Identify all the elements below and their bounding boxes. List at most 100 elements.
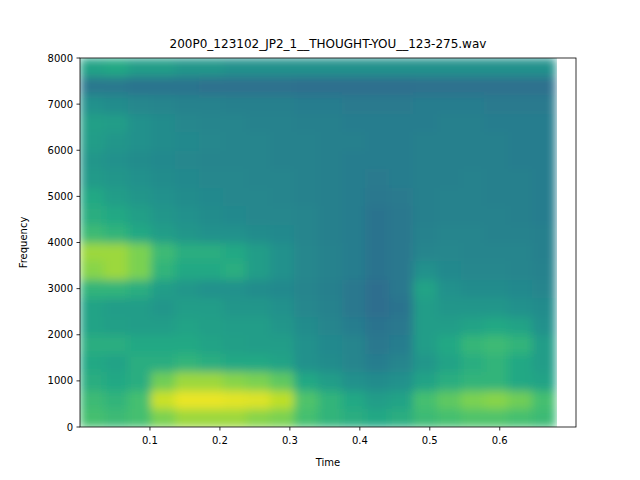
heatmap-cell bbox=[318, 243, 342, 262]
heatmap-cell bbox=[413, 95, 437, 114]
heatmap-cell bbox=[246, 316, 270, 335]
heatmap-cell bbox=[294, 224, 318, 243]
heatmap-cell bbox=[342, 279, 366, 298]
heatmap-cell bbox=[437, 95, 461, 114]
heatmap-cell bbox=[318, 316, 342, 335]
heatmap-cell bbox=[223, 279, 247, 298]
heatmap-cell bbox=[532, 298, 556, 317]
heatmap-cell bbox=[246, 76, 270, 95]
heatmap-cell bbox=[532, 409, 556, 427]
heatmap-cell bbox=[128, 261, 152, 280]
heatmap-cell bbox=[342, 169, 366, 188]
heatmap-cell bbox=[199, 224, 223, 243]
heatmap-cell bbox=[270, 372, 294, 391]
heatmap-cell bbox=[294, 58, 318, 77]
heatmap-cell bbox=[342, 353, 366, 372]
heatmap-cell bbox=[508, 409, 532, 427]
heatmap-cell bbox=[104, 224, 128, 243]
heatmap-cell bbox=[246, 206, 270, 225]
heatmap-cell bbox=[437, 372, 461, 391]
heatmap-cell bbox=[104, 76, 128, 95]
heatmap-cell bbox=[365, 298, 389, 317]
heatmap-cell bbox=[246, 169, 270, 188]
heatmap-cell bbox=[270, 409, 294, 427]
heatmap-cell bbox=[80, 279, 104, 298]
y-tick-label: 2000 bbox=[48, 329, 73, 340]
heatmap-cell bbox=[413, 169, 437, 188]
heatmap-cell bbox=[365, 372, 389, 391]
heatmap-cell bbox=[389, 390, 413, 409]
heatmap-cell bbox=[532, 113, 556, 132]
heatmap-cell bbox=[223, 58, 247, 77]
heatmap-cell bbox=[318, 58, 342, 77]
heatmap-cell bbox=[80, 224, 104, 243]
heatmap-cell bbox=[294, 187, 318, 206]
heatmap-cell bbox=[413, 224, 437, 243]
heatmap-cell bbox=[175, 187, 199, 206]
heatmap-cell bbox=[223, 353, 247, 372]
heatmap-cell bbox=[389, 150, 413, 169]
heatmap-cell bbox=[199, 76, 223, 95]
heatmap-cell bbox=[532, 390, 556, 409]
heatmap-cell bbox=[389, 113, 413, 132]
heatmap-cell bbox=[365, 390, 389, 409]
heatmap-cell bbox=[80, 353, 104, 372]
heatmap-cell bbox=[199, 372, 223, 391]
heatmap-cell bbox=[484, 372, 508, 391]
heatmap-cell bbox=[365, 76, 389, 95]
heatmap-cell bbox=[532, 58, 556, 77]
heatmap-cell bbox=[461, 335, 485, 354]
x-axis-label: Time bbox=[315, 457, 340, 468]
heatmap-cell bbox=[318, 113, 342, 132]
heatmap-cell bbox=[389, 409, 413, 427]
heatmap-cell bbox=[484, 409, 508, 427]
heatmap-cell bbox=[294, 298, 318, 317]
heatmap-cell bbox=[532, 95, 556, 114]
heatmap-cell bbox=[246, 95, 270, 114]
heatmap-cell bbox=[437, 335, 461, 354]
heatmap-cell bbox=[223, 390, 247, 409]
heatmap-cell bbox=[508, 206, 532, 225]
y-tick bbox=[77, 242, 81, 243]
heatmap-cell bbox=[508, 335, 532, 354]
heatmap-cell bbox=[342, 298, 366, 317]
x-tick-label: 0.5 bbox=[422, 435, 438, 446]
heatmap-cell bbox=[270, 316, 294, 335]
heatmap-cell bbox=[342, 409, 366, 427]
heatmap-cell bbox=[151, 224, 175, 243]
heatmap-cell bbox=[294, 316, 318, 335]
heatmap-cell bbox=[532, 279, 556, 298]
heatmap-cell bbox=[104, 95, 128, 114]
y-tick-label: 4000 bbox=[48, 237, 73, 248]
heatmap-cell bbox=[151, 335, 175, 354]
heatmap-cell bbox=[484, 390, 508, 409]
heatmap-cell bbox=[461, 390, 485, 409]
heatmap-cell bbox=[175, 390, 199, 409]
heatmap-cell bbox=[175, 58, 199, 77]
heatmap-cell bbox=[389, 261, 413, 280]
heatmap-cell bbox=[484, 187, 508, 206]
heatmap-cell bbox=[461, 95, 485, 114]
heatmap-cell bbox=[508, 224, 532, 243]
heatmap-cell bbox=[128, 206, 152, 225]
heatmap-cell bbox=[128, 279, 152, 298]
heatmap-cell bbox=[342, 187, 366, 206]
heatmap-cell bbox=[342, 113, 366, 132]
heatmap-cell bbox=[80, 261, 104, 280]
heatmap-cell bbox=[223, 372, 247, 391]
y-tick bbox=[77, 150, 81, 151]
y-tick-label: 7000 bbox=[48, 99, 73, 110]
heatmap-cell bbox=[318, 95, 342, 114]
heatmap-cell bbox=[461, 113, 485, 132]
heatmap-cell bbox=[532, 261, 556, 280]
heatmap-cell bbox=[413, 261, 437, 280]
heatmap-cell bbox=[318, 409, 342, 427]
heatmap-cell bbox=[151, 243, 175, 262]
heatmap-cell bbox=[508, 372, 532, 391]
heatmap-cell bbox=[223, 298, 247, 317]
heatmap-cell bbox=[223, 150, 247, 169]
heatmap-cell bbox=[151, 206, 175, 225]
heatmap-cell bbox=[151, 113, 175, 132]
heatmap-cell bbox=[389, 372, 413, 391]
heatmap-cell bbox=[461, 150, 485, 169]
